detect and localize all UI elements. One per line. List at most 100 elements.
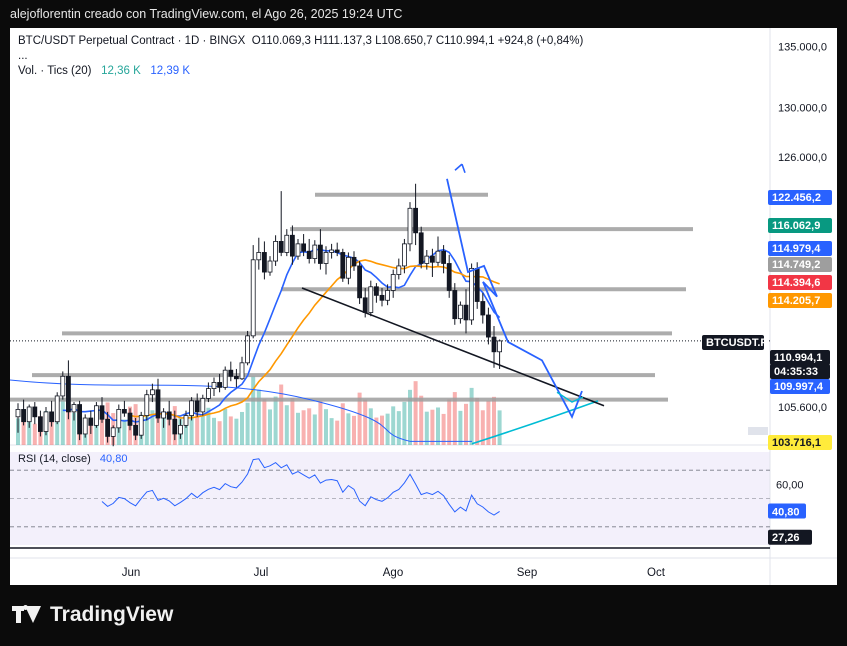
projection-arrow-head xyxy=(454,163,466,173)
price-badge-label: 114.394,6 xyxy=(772,277,820,289)
moving-average-long-line xyxy=(471,400,599,445)
candle-body xyxy=(256,252,262,261)
price-badge xyxy=(768,293,832,308)
volume-bar xyxy=(402,401,407,445)
price-tick-label: 105.600,0 xyxy=(778,402,827,414)
candle-body xyxy=(429,255,435,263)
candle-body xyxy=(194,400,200,413)
candle-body xyxy=(357,265,363,299)
price-badge-label: 114.979,4 xyxy=(772,243,821,255)
volume-value-2: 12,39 K xyxy=(150,65,190,77)
candle-body xyxy=(21,409,27,423)
volume-bar xyxy=(240,411,244,445)
candle-body xyxy=(373,286,379,296)
volume-bar xyxy=(200,415,205,445)
volume-bar xyxy=(441,413,446,445)
candle-body xyxy=(329,249,335,253)
volume-bar xyxy=(122,419,127,445)
volume-bar xyxy=(335,420,340,445)
candle-body xyxy=(133,424,138,436)
candle-body xyxy=(424,255,430,264)
volume-bar xyxy=(413,381,418,445)
price-badge-label: 110.994,1 xyxy=(774,352,822,364)
rsi-value: 40,80 xyxy=(99,453,128,465)
volume-bar xyxy=(469,387,474,445)
volume-bar xyxy=(167,416,172,445)
candle-body xyxy=(485,314,491,338)
candle-body xyxy=(116,409,122,429)
candle-body xyxy=(239,362,245,380)
candle-body xyxy=(37,416,43,432)
price-badge-label: 109.997,4 xyxy=(774,381,824,393)
volume-bar xyxy=(66,394,71,445)
rsi-current-badge-label: 40,80 xyxy=(772,507,800,519)
volume-bar xyxy=(318,401,323,445)
volume-bar xyxy=(268,409,272,445)
candle-body xyxy=(385,290,391,301)
volume-value-1: 12,36 K xyxy=(101,65,141,77)
candle-body xyxy=(77,404,82,435)
candle-body xyxy=(491,336,497,353)
volume-bar xyxy=(352,415,356,445)
candle-body xyxy=(155,389,161,419)
candle-body xyxy=(211,382,217,389)
price-badge xyxy=(770,350,830,365)
candle-body xyxy=(144,394,150,416)
volume-label: Vol. · Tics (20) xyxy=(18,65,92,77)
volume-bar xyxy=(430,409,435,445)
symbol-line: BTC/USDT Perpetual Contract · 1D · BINGX… xyxy=(18,34,583,49)
volume-bar xyxy=(150,410,155,445)
time-tick-label: Ago xyxy=(383,567,403,579)
tradingview-logo-icon xyxy=(12,604,42,626)
candle-body xyxy=(351,256,357,267)
candle-body xyxy=(457,304,463,320)
volume-bar xyxy=(391,406,396,445)
price-badge-marker xyxy=(748,427,768,435)
volume-ma-line xyxy=(10,379,472,442)
chart-frame[interactable]: 135.000,0 130.000,0 126.000,0 105.600,0 122.… xyxy=(10,28,837,585)
candle-body xyxy=(127,412,133,426)
price-badge-label: 122.456,2 xyxy=(772,192,821,204)
volume-bar xyxy=(385,413,390,445)
candle-body xyxy=(88,417,94,426)
cyan-curve-segment xyxy=(556,391,584,403)
candle-body xyxy=(340,252,346,279)
candle-body xyxy=(368,286,374,313)
volume-bar xyxy=(161,413,166,445)
candle-body xyxy=(217,382,223,388)
candle-body xyxy=(149,389,155,396)
candle-body xyxy=(334,249,340,253)
candle-body xyxy=(71,404,77,413)
candle-body xyxy=(200,397,206,413)
time-tick-label: Sep xyxy=(517,567,537,579)
candle-body xyxy=(15,409,21,418)
volume-bar xyxy=(492,396,496,445)
volume-bar xyxy=(32,423,37,445)
brand-name: TradingView xyxy=(50,603,174,626)
price-badge-label: 114.205,7 xyxy=(772,295,820,307)
tradingview-brand[interactable]: TradingView xyxy=(12,603,173,627)
rsi-current-badge xyxy=(768,503,806,519)
volume-bar xyxy=(72,412,76,445)
candle-body xyxy=(105,418,110,437)
volume-bar xyxy=(357,392,362,445)
price-badge xyxy=(702,335,764,350)
chart-legend: BTC/USDT Perpetual Contract · 1D · BINGX… xyxy=(18,34,583,79)
candle-body xyxy=(183,415,189,426)
candle-body xyxy=(301,243,307,252)
price-tick-label: 135.000,0 xyxy=(778,41,827,53)
volume-bar xyxy=(94,415,99,445)
candle-body xyxy=(278,241,284,253)
price-chart[interactable]: 135.000,0 130.000,0 126.000,0 105.600,0 122.… xyxy=(10,28,837,585)
time-tick-label: Oct xyxy=(647,567,666,579)
legend-more[interactable]: ... xyxy=(18,50,28,62)
candle-body xyxy=(413,207,419,234)
volume-bar xyxy=(368,408,373,445)
candle-body xyxy=(161,411,167,419)
volume-bar xyxy=(234,418,239,445)
volume-bar xyxy=(100,409,104,445)
descending-trendline xyxy=(301,287,605,407)
candle-body xyxy=(32,406,38,418)
volume-bar xyxy=(27,421,32,445)
volume-bar xyxy=(475,397,480,445)
